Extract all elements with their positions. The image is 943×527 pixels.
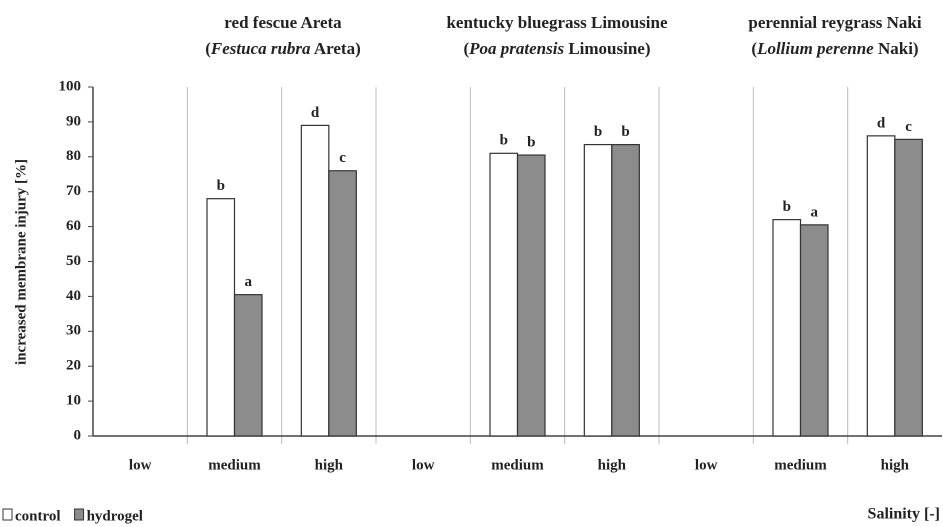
bar — [516, 154, 546, 437]
x-tick-label: low — [129, 457, 152, 473]
x-tick-label: low — [695, 457, 718, 473]
x-tick-label: high — [315, 457, 344, 473]
bar — [489, 152, 519, 437]
bar-letter: a — [811, 204, 819, 220]
x-tick-label: medium — [491, 457, 544, 473]
y-tick-label: 70 — [66, 183, 81, 199]
bar — [300, 124, 330, 437]
bar-letter: b — [217, 178, 225, 194]
y-tick-label: 0 — [74, 427, 82, 443]
bar-letter: a — [245, 274, 253, 290]
y-tick-label: 50 — [66, 253, 81, 269]
y-tick-label: 40 — [66, 288, 81, 304]
group-subtitle-part: Poa pratensis — [468, 39, 564, 58]
group-subtitle-part: Areta) — [311, 39, 361, 58]
y-tick-label: 10 — [66, 393, 81, 409]
bar — [328, 170, 357, 437]
bar — [772, 219, 802, 437]
y-axis-label: increased membrane injury [%] — [13, 159, 29, 365]
group-subtitle: (Festuca rubra Areta) — [205, 39, 361, 58]
bar-letter: c — [339, 150, 346, 166]
group-subtitle: (Lollium perenne Naki) — [751, 39, 918, 58]
group-title: red fescue Areta — [224, 13, 342, 32]
bar — [799, 224, 829, 437]
bar-letter: b — [621, 124, 629, 140]
bar-letter: d — [311, 105, 320, 121]
bar — [894, 138, 923, 437]
legend-swatch — [74, 508, 85, 521]
x-tick-label: high — [881, 457, 910, 473]
bar — [206, 198, 236, 437]
group-subtitle: (Poa pratensis Limousine) — [463, 39, 650, 58]
bar — [583, 143, 613, 437]
y-tick-label: 30 — [66, 323, 81, 339]
bar-letter: b — [527, 134, 535, 150]
bar-letter: c — [905, 119, 912, 135]
y-tick-label: 60 — [66, 218, 81, 234]
group-subtitle-part: Lollium perenne — [756, 39, 874, 58]
y-tick-label: 80 — [66, 148, 81, 164]
group-subtitle-part: Limousine) — [564, 39, 650, 58]
bar — [233, 294, 263, 437]
group-subtitle-part: Festuca rubra — [210, 39, 311, 58]
group-subtitle-part: ( — [205, 39, 211, 58]
x-tick-label: high — [598, 457, 627, 473]
x-tick-label: medium — [208, 457, 261, 473]
bar-letter: d — [877, 115, 886, 131]
y-tick-label: 20 — [66, 358, 81, 374]
bar-letter: b — [783, 199, 791, 215]
y-tick-label: 90 — [66, 113, 81, 129]
bar — [866, 135, 896, 437]
group-subtitle-part: ( — [463, 39, 469, 58]
group-title: kentucky bluegrass Limousine — [446, 13, 667, 32]
x-tick-label: medium — [774, 457, 827, 473]
x-axis-label: Salinity [-] — [868, 506, 940, 523]
group-subtitle-part: Naki) — [874, 39, 919, 58]
bar-letter: b — [594, 124, 602, 140]
group-title: perennial reygrass Naki — [748, 13, 921, 32]
legend-swatch — [2, 508, 13, 521]
legend-label: control — [15, 508, 61, 524]
bar — [611, 143, 640, 437]
y-tick-label: 100 — [59, 78, 82, 94]
group-subtitle-part: ( — [751, 39, 757, 58]
x-tick-label: low — [412, 457, 435, 473]
bar-letter: b — [500, 133, 508, 149]
legend-label: hydrogel — [87, 508, 143, 524]
